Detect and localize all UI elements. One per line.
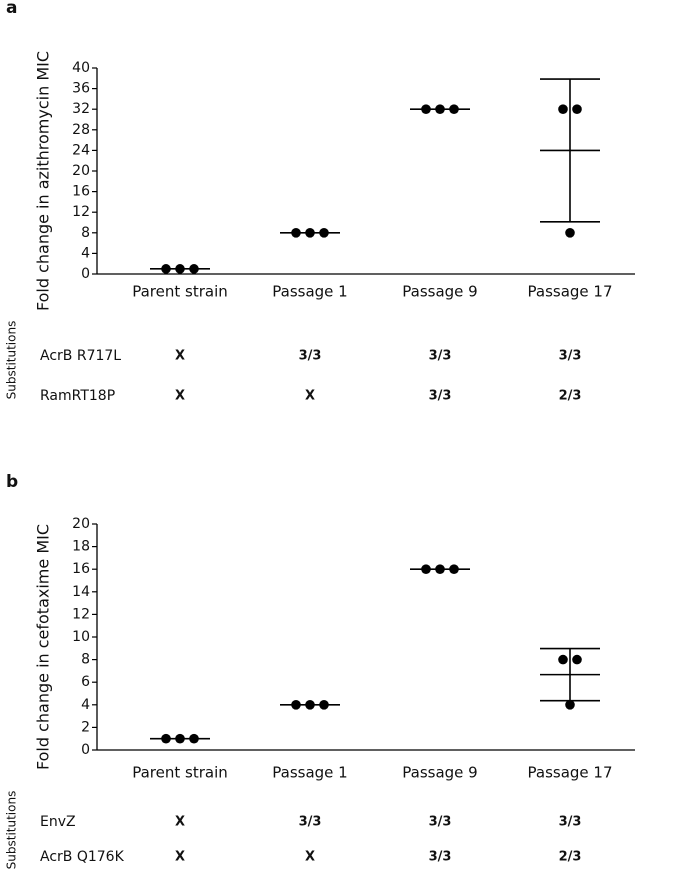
y-tick-label: 28 [72,122,90,138]
table-cell: 3/3 [429,349,452,364]
y-tick-label: 12 [72,204,90,220]
table-cell: 3/3 [299,349,322,364]
x-tick-label: Parent strain [132,764,228,782]
y-tick-label: 18 [72,539,90,555]
table-cell: X [175,389,185,404]
y-tick-label: 0 [81,742,90,758]
x-tick-label: Passage 1 [272,283,347,301]
table-cell: 3/3 [559,349,582,364]
y-tick-label: 2 [81,719,90,735]
y-tick-label: 8 [81,225,90,241]
x-tick-label: Passage 17 [528,283,613,301]
table-label: Substitutions [5,791,19,870]
x-tick-label: Passage 1 [272,764,347,782]
y-tick-label: 24 [72,142,90,158]
panel-label: a [6,0,17,18]
y-tick-label: 4 [81,697,90,713]
row-name: EnvZ [40,814,76,830]
table-cell: 3/3 [429,815,452,830]
y-tick-label: 40 [72,60,90,76]
table-cell: 3/3 [559,815,582,830]
y-tick-label: 32 [72,101,90,117]
table-cell: 2/3 [559,850,582,865]
row-name: RamRT18P [40,388,115,404]
table-cell: X [305,389,315,404]
row-name: AcrB Q176K [40,849,125,865]
y-tick-label: 4 [81,245,90,261]
data-point [572,654,582,665]
y-tick-label: 20 [72,516,90,532]
data-point [558,104,568,114]
x-tick-label: Parent strain [132,283,228,301]
x-tick-label: Passage 17 [528,764,613,782]
data-point [558,654,568,665]
x-tick-label: Passage 9 [402,764,477,782]
panel-label: b [6,472,18,492]
y-tick-label: 14 [72,584,90,600]
table-cell: X [175,349,185,364]
table-cell: 3/3 [299,815,322,830]
y-tick-label: 20 [72,163,90,179]
data-point [565,228,575,238]
table-cell: X [305,850,315,865]
row-name: AcrB R717L [40,348,121,364]
y-tick-label: 36 [72,81,90,97]
y-tick-label: 10 [72,629,90,645]
table-cell: 3/3 [429,389,452,404]
data-point [565,700,575,710]
y-tick-label: 0 [81,266,90,282]
y-axis-label: Fold change in cefotaxime MIC [34,524,53,770]
table-label: Substitutions [5,321,19,400]
y-tick-label: 8 [81,652,90,668]
y-axis-label: Fold change in azithromycin MIC [34,51,53,311]
y-tick-label: 12 [72,606,90,622]
table-cell: 3/3 [429,850,452,865]
table-cell: X [175,850,185,865]
table-cell: X [175,815,185,830]
y-tick-label: 16 [72,184,90,200]
y-tick-label: 6 [81,674,90,690]
table-cell: 2/3 [559,389,582,404]
data-point [572,104,582,114]
y-tick-label: 16 [72,561,90,577]
x-tick-label: Passage 9 [402,283,477,301]
